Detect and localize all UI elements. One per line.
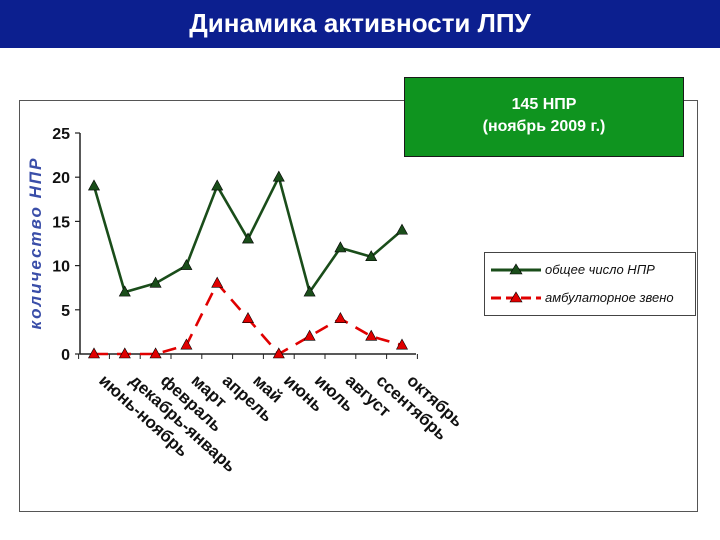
series-1-point — [272, 347, 285, 359]
legend-swatch-total — [491, 263, 541, 275]
series-1-point — [149, 347, 162, 359]
y-tick-label: 0 — [61, 347, 70, 364]
y-tick-label: 25 — [52, 126, 70, 143]
callout-count: 145 НПР — [511, 96, 577, 113]
legend-item-total: общее число НПР — [485, 259, 695, 281]
series-1-point — [303, 329, 316, 341]
series-1-point — [87, 347, 101, 359]
series-1-point — [241, 312, 255, 323]
legend-label-total: общее число НПР — [545, 262, 655, 277]
series-1-point — [211, 276, 224, 288]
series-1-point — [334, 312, 347, 323]
legend-item-outpatient: амбулаторное звено — [485, 287, 695, 309]
series-0-point — [241, 232, 255, 244]
series-0-point — [303, 285, 316, 297]
series-0-point — [365, 250, 378, 262]
series-1-point — [180, 338, 193, 350]
callout-date: (ноябрь 2009 г.) — [482, 118, 606, 135]
title-bar: Динамика активности ЛПУ — [0, 0, 720, 48]
y-tick-label: 15 — [52, 214, 70, 231]
y-tick-label: 20 — [52, 170, 70, 187]
y-tick-label: 10 — [52, 259, 70, 276]
series-0-point — [334, 241, 347, 253]
series-0-point — [180, 258, 193, 270]
series-1-point — [365, 329, 378, 341]
series-0-point — [87, 179, 101, 191]
series-0-point — [149, 276, 162, 288]
legend-label-outpatient: амбулаторное звено — [545, 290, 674, 305]
series-0-point — [211, 179, 224, 191]
series-0-point — [395, 223, 409, 235]
y-tick-label: 5 — [61, 303, 70, 320]
legend-swatch-outpatient — [491, 291, 541, 303]
series-1-point — [118, 347, 131, 359]
chart-legend: общее число НПР амбулаторное звено — [484, 252, 696, 316]
series-0-point — [272, 170, 285, 182]
slide-title: Динамика активности ЛПУ — [189, 8, 531, 38]
callout-box: 145 НПР (ноябрь 2009 г.) — [404, 77, 684, 157]
series-0-point — [118, 285, 131, 297]
series-1-point — [395, 338, 409, 350]
